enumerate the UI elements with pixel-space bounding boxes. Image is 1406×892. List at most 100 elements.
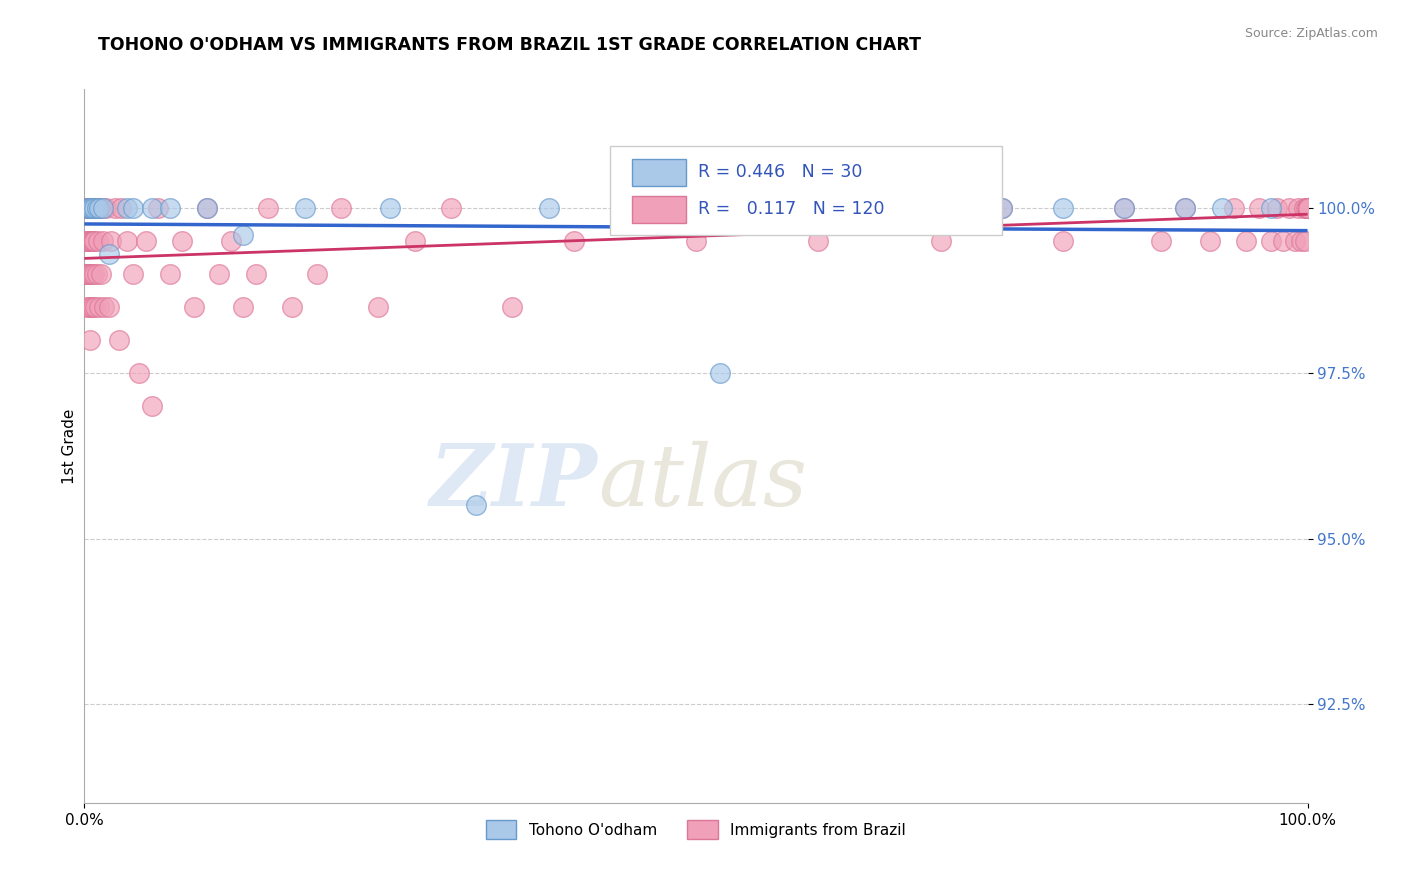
Point (79, 333, 101, 347)
Point (93, 300, 115, 314)
Point (1296, 201, 1319, 215)
Point (281, 300, 304, 314)
Point (76, 267, 98, 281)
Point (86, 201, 108, 215)
Point (1272, 234, 1295, 248)
Point (86, 201, 108, 215)
Point (77, 234, 100, 248)
Point (122, 201, 145, 215)
Point (1291, 234, 1313, 248)
Point (77, 201, 100, 215)
Point (1296, 201, 1319, 215)
Point (86, 267, 108, 281)
Point (1296, 201, 1319, 215)
Point (1236, 234, 1258, 248)
Point (146, 201, 169, 215)
Point (76, 201, 98, 215)
Point (1198, 234, 1220, 248)
Point (83, 234, 105, 248)
Point (97, 300, 120, 314)
Point (1223, 201, 1246, 215)
Point (1296, 201, 1319, 215)
Point (1114, 201, 1136, 215)
Point (77, 201, 100, 215)
Point (82, 234, 104, 248)
Point (1265, 201, 1288, 215)
Point (685, 234, 707, 248)
Point (219, 234, 242, 248)
Point (1296, 201, 1319, 215)
Point (208, 267, 231, 281)
Point (1260, 234, 1282, 248)
Point (79, 201, 101, 215)
Point (80, 201, 103, 215)
Text: ZIP: ZIP (430, 440, 598, 524)
Point (77, 201, 100, 215)
Point (83, 267, 105, 281)
Point (232, 227, 254, 242)
Point (305, 267, 328, 281)
Point (87, 234, 110, 248)
Point (172, 234, 194, 248)
Point (624, 201, 647, 215)
Point (1296, 201, 1319, 215)
Point (905, 201, 928, 215)
Text: TOHONO O'ODHAM VS IMMIGRANTS FROM BRAZIL 1ST GRADE CORRELATION CHART: TOHONO O'ODHAM VS IMMIGRANTS FROM BRAZIL… (98, 36, 921, 54)
Point (624, 201, 647, 215)
Point (1284, 234, 1306, 248)
Point (1295, 201, 1317, 215)
Point (1211, 201, 1233, 215)
Point (83, 201, 105, 215)
Point (232, 300, 254, 314)
Point (747, 201, 769, 215)
Point (91, 234, 114, 248)
Point (87, 300, 110, 314)
Point (1174, 201, 1197, 215)
Point (80, 300, 103, 314)
Point (135, 234, 157, 248)
Point (1296, 201, 1319, 215)
Point (1296, 201, 1319, 215)
Point (1296, 201, 1319, 215)
Point (1296, 201, 1319, 215)
Point (89, 201, 111, 215)
Point (79, 234, 101, 248)
Point (107, 333, 129, 347)
Point (76, 201, 98, 215)
Point (79, 267, 101, 281)
Point (1114, 201, 1136, 215)
Point (709, 367, 731, 381)
Point (1296, 201, 1319, 215)
Point (1286, 201, 1309, 215)
Point (257, 201, 280, 215)
Point (79, 201, 101, 215)
Point (128, 367, 150, 381)
Point (991, 201, 1014, 215)
Point (245, 267, 267, 281)
Point (76, 234, 98, 248)
Point (1278, 201, 1301, 215)
Point (807, 234, 830, 248)
Point (1296, 201, 1319, 215)
Point (77, 267, 100, 281)
Text: R =   0.117   N = 120: R = 0.117 N = 120 (697, 201, 884, 219)
Point (1150, 234, 1173, 248)
Point (1296, 201, 1319, 215)
FancyBboxPatch shape (633, 196, 686, 223)
FancyBboxPatch shape (610, 146, 1002, 235)
Point (1296, 201, 1319, 215)
Point (1247, 201, 1270, 215)
Point (77, 300, 100, 314)
Point (80, 201, 103, 215)
Point (77, 201, 100, 215)
Point (330, 201, 353, 215)
Point (122, 267, 145, 281)
Point (141, 400, 163, 414)
Point (1052, 201, 1074, 215)
Point (83, 201, 105, 215)
Point (77, 201, 100, 215)
Point (115, 201, 138, 215)
Point (991, 201, 1014, 215)
Point (96, 201, 118, 215)
Point (76, 267, 98, 281)
